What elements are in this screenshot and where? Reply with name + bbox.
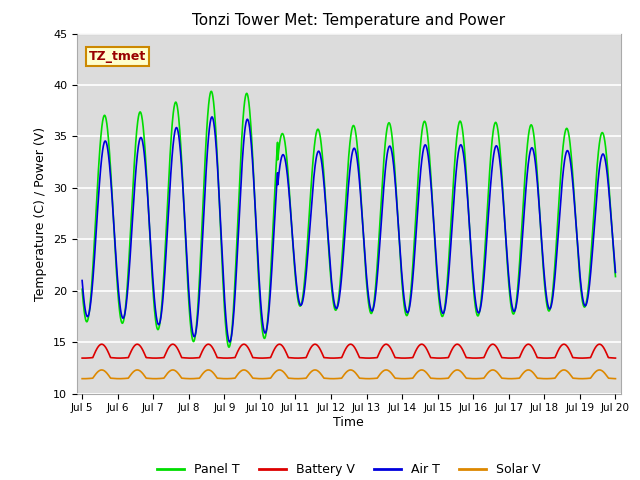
X-axis label: Time: Time [333, 416, 364, 429]
Legend: Panel T, Battery V, Air T, Solar V: Panel T, Battery V, Air T, Solar V [152, 458, 546, 480]
Text: TZ_tmet: TZ_tmet [89, 50, 146, 63]
Title: Tonzi Tower Met: Temperature and Power: Tonzi Tower Met: Temperature and Power [192, 13, 506, 28]
Y-axis label: Temperature (C) / Power (V): Temperature (C) / Power (V) [35, 127, 47, 300]
